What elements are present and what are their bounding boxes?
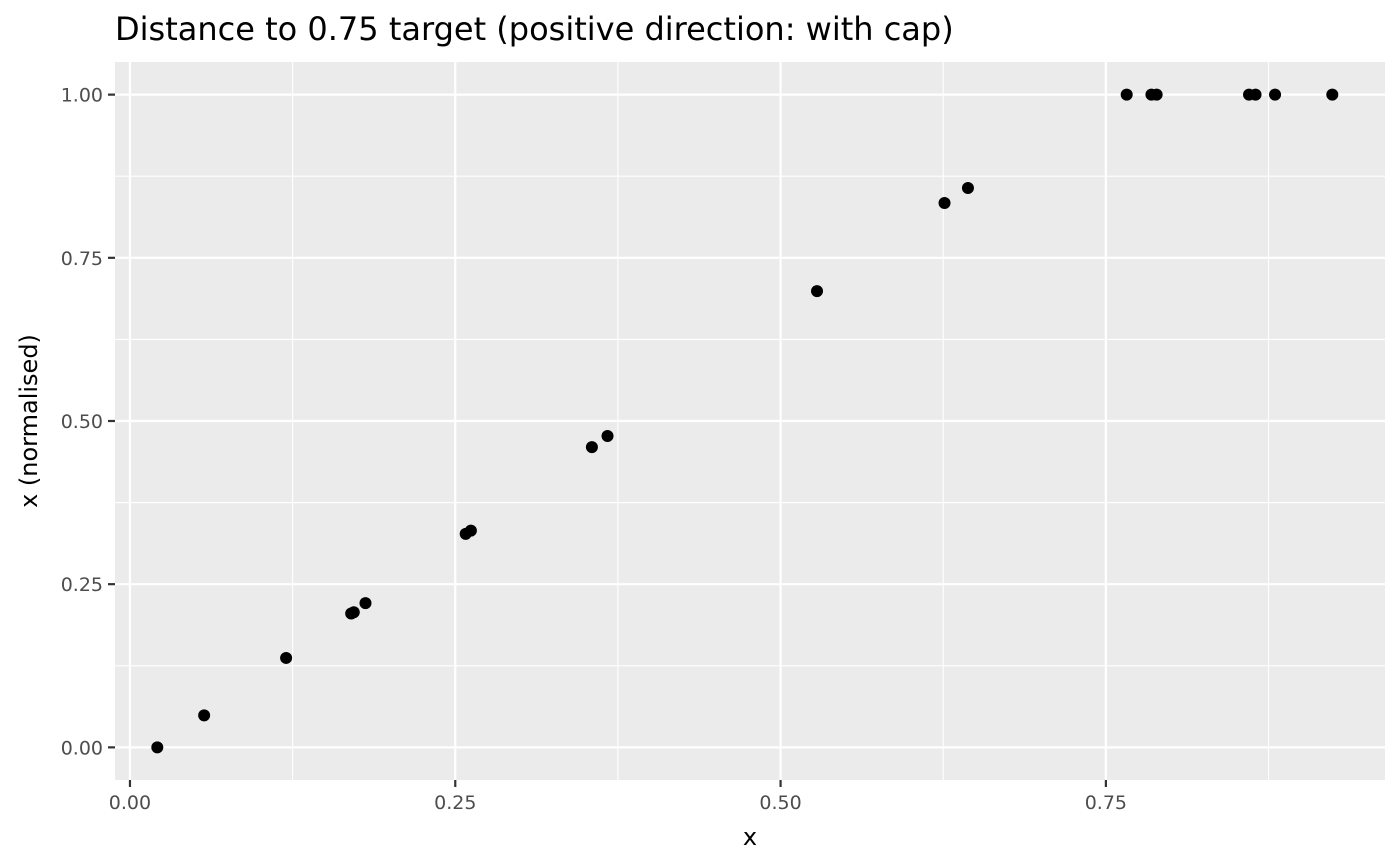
x-tick-label-0: 0.00: [109, 792, 151, 814]
data-point-13: [1120, 88, 1133, 101]
y-tick-label-3: 0.75: [61, 248, 103, 270]
x-tick-label-2: 0.50: [759, 792, 801, 814]
x-tick-label-3: 0.75: [1085, 792, 1127, 814]
data-point-17: [1249, 88, 1262, 101]
data-point-19: [1326, 88, 1339, 101]
y-tick-label-4: 1.00: [61, 85, 103, 107]
x-axis: 0.00 0.25 0.50 0.75: [109, 780, 1127, 814]
y-tick-label-0: 0.00: [61, 737, 103, 759]
major-gridlines: [115, 62, 1385, 780]
y-tick-label-2: 0.50: [61, 411, 103, 433]
x-axis-title: x: [743, 823, 757, 851]
data-point-18: [1269, 88, 1282, 101]
data-point-15: [1150, 88, 1163, 101]
y-tick-label-1: 0.25: [61, 574, 103, 596]
data-point-10: [811, 285, 824, 298]
y-axis-title: x (normalised): [15, 334, 43, 508]
data-point-1: [198, 709, 211, 722]
data-point-2: [280, 651, 293, 664]
data-point-11: [938, 196, 951, 209]
data-point-12: [961, 181, 974, 194]
x-tick-label-1: 0.25: [434, 792, 476, 814]
data-point-5: [359, 597, 372, 610]
data-point-4: [347, 606, 360, 619]
chart-title: Distance to 0.75 target (positive direct…: [115, 10, 954, 48]
y-axis: 0.00 0.25 0.50 0.75 1.00: [61, 85, 115, 759]
data-point-8: [585, 441, 598, 454]
data-point-7: [464, 524, 477, 537]
data-points: [151, 88, 1339, 754]
data-point-9: [601, 430, 614, 443]
data-point-0: [151, 741, 164, 754]
